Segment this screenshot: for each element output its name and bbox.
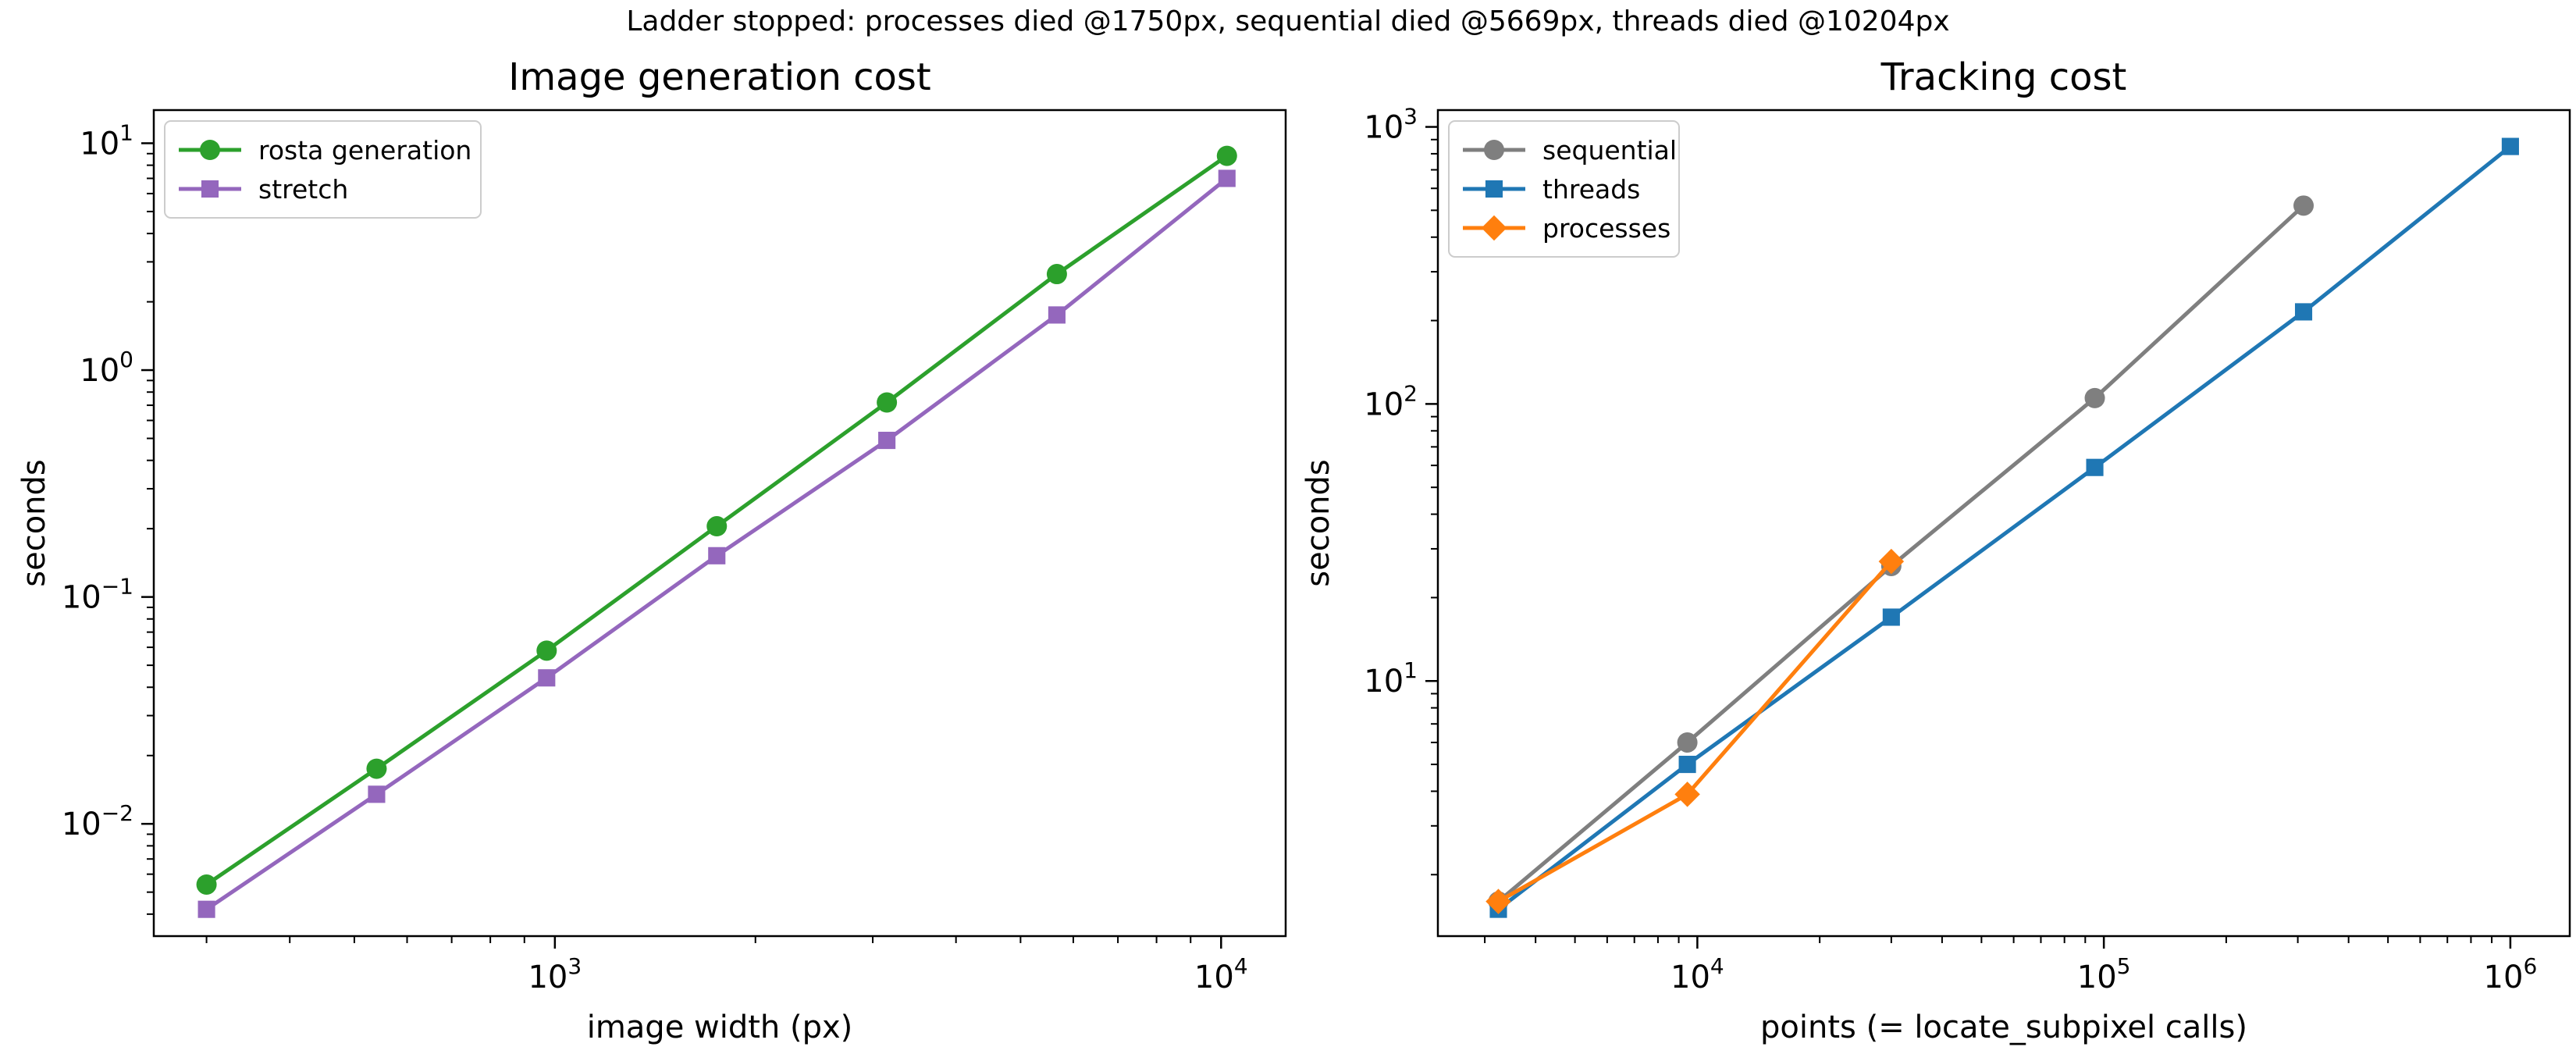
data-point [877,392,898,413]
legend-box [164,120,482,219]
data-point [878,432,896,450]
data-point [1678,756,1696,774]
y-tick-label-exponent: −2 [101,800,133,826]
series-sequential [1488,195,2314,912]
chart-panel-2: 104 105 106 101 102 103 Tracking cost points (=… [1300,55,2571,1045]
legend: rosta generation stretch [164,120,482,219]
data-point [1878,548,1905,575]
x-axis-label: image width (px) [587,1009,853,1045]
x-tick-label-exponent: 5 [2117,953,2131,979]
x-tick-label: 104 [1670,953,1724,995]
legend-marker [200,140,220,160]
legend-marker [1481,215,1507,241]
data-point [1882,608,1900,626]
legend: sequential threads processes [1448,120,1680,258]
x-tick-label-exponent: 4 [1710,953,1724,979]
legend-marker [1484,140,1504,160]
data-point [538,669,556,687]
data-point [1677,732,1698,753]
data-point [197,900,215,918]
data-point [536,640,557,661]
y-tick-label: 10−2 [62,800,133,842]
series-line [1496,144,2512,911]
data-point [196,874,217,895]
series-rosta-generation [196,145,1237,895]
figure-suptitle: Ladder stopped: processes died @1750px, … [626,5,1950,37]
data-point [2086,458,2104,476]
data-point [368,785,386,803]
series-line [205,176,1229,911]
y-tick-label: 103 [1364,104,1418,146]
axes-frame [1436,109,2571,938]
series-stretch [197,169,1236,918]
y-tick-label-exponent: −1 [101,574,133,600]
y-tick-label-exponent: 1 [119,119,133,145]
legend-marker [201,180,219,198]
chart-title: Tracking cost [1880,55,2127,99]
chart-title: Image generation cost [508,55,930,99]
data-point [366,758,387,779]
data-point [2084,387,2105,408]
x-tick-label-exponent: 3 [568,953,582,979]
legend-label: rosta generation [258,135,471,166]
y-tick-label-exponent: 3 [1404,104,1418,130]
data-point [706,516,728,537]
y-tick-label-exponent: 1 [1404,657,1418,683]
x-tick-label: 103 [528,953,582,995]
y-tick-label: 101 [80,119,133,162]
legend-label: sequential [1542,135,1677,166]
data-point [1485,888,1511,914]
series-processes [1485,548,1905,914]
y-tick-label: 102 [1364,380,1418,422]
data-point [2294,303,2313,321]
axes-frame [152,109,1287,938]
legend-label: threads [1542,174,1640,205]
data-point [1674,782,1700,807]
data-point [2501,137,2519,155]
data-point [1218,169,1236,187]
x-tick-label-exponent: 6 [2523,953,2537,979]
data-point [708,547,726,564]
x-tick-label-exponent: 4 [1234,953,1248,979]
data-point [1216,145,1237,166]
y-axis-label: seconds [16,459,52,587]
data-point [2293,195,2314,216]
legend-marker [1485,180,1503,198]
y-tick-label-exponent: 2 [1404,380,1418,406]
data-point [1046,264,1067,285]
y-tick-label: 10−1 [62,574,133,616]
y-axis-label: seconds [1300,459,1336,587]
y-tick-label-exponent: 0 [119,347,133,372]
y-tick-label: 100 [80,347,133,389]
series-line [1496,204,2305,903]
x-tick-label: 105 [2077,953,2131,995]
legend-box [1448,120,1680,258]
y-tick-label: 101 [1364,657,1418,700]
legend-label: stretch [258,174,348,205]
x-tick-label: 106 [2484,953,2538,995]
x-axis-label: points (= locate_subpixel calls) [1760,1009,2247,1045]
legend-label: processes [1542,213,1670,244]
data-point [1048,306,1066,324]
x-tick-label: 104 [1194,953,1248,995]
